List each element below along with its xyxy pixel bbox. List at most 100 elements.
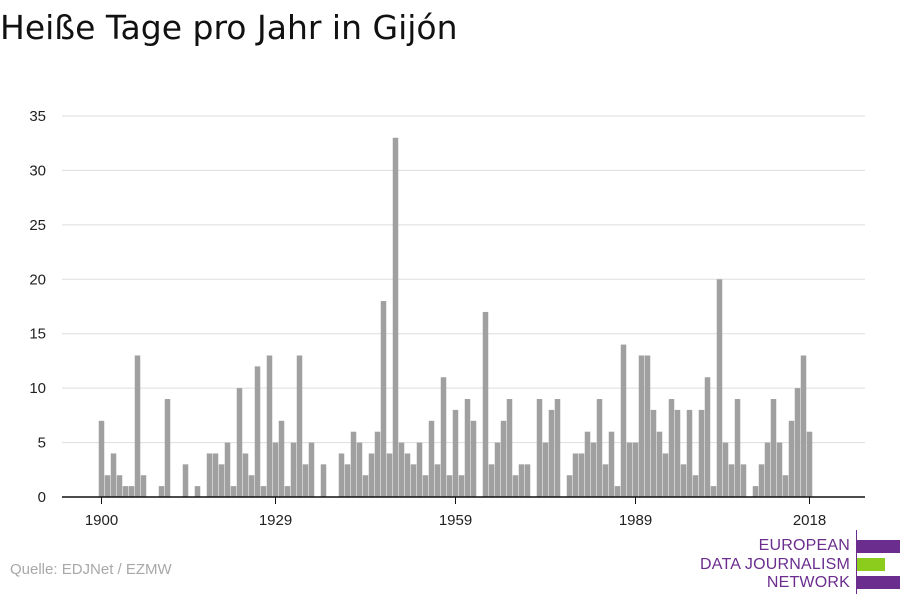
bar-1927[interactable] xyxy=(260,486,267,497)
bar-1937[interactable] xyxy=(320,464,327,497)
bar-2011[interactable] xyxy=(764,442,771,497)
bar-1990[interactable] xyxy=(638,355,645,497)
bar-1928[interactable] xyxy=(266,355,273,497)
bar-1942[interactable] xyxy=(350,431,357,497)
bar-2015[interactable] xyxy=(788,420,795,497)
bar-1947[interactable] xyxy=(380,301,387,497)
bar-2010[interactable] xyxy=(758,464,765,497)
bar-1949[interactable] xyxy=(392,137,399,497)
bar-1924[interactable] xyxy=(242,453,249,497)
bar-1986[interactable] xyxy=(614,486,621,497)
bar-1923[interactable] xyxy=(236,388,243,497)
bar-1971[interactable] xyxy=(524,464,531,497)
bar-1987[interactable] xyxy=(620,344,627,497)
bar-1903[interactable] xyxy=(116,475,123,497)
bar-2000[interactable] xyxy=(698,409,705,497)
bar-1920[interactable] xyxy=(218,464,225,497)
bar-1989[interactable] xyxy=(632,442,639,497)
bar-1918[interactable] xyxy=(206,453,213,497)
bar-1921[interactable] xyxy=(224,442,231,497)
bar-1957[interactable] xyxy=(440,377,447,497)
bar-2016[interactable] xyxy=(794,388,801,497)
bar-1984[interactable] xyxy=(602,464,609,497)
bar-1902[interactable] xyxy=(110,453,117,497)
bar-1948[interactable] xyxy=(386,453,393,497)
bar-2017[interactable] xyxy=(800,355,807,497)
bar-1996[interactable] xyxy=(674,409,681,497)
bar-1956[interactable] xyxy=(434,464,441,497)
bar-1941[interactable] xyxy=(344,464,351,497)
bar-1983[interactable] xyxy=(596,399,603,497)
bar-2007[interactable] xyxy=(740,464,747,497)
bar-2012[interactable] xyxy=(770,399,777,497)
bar-1959[interactable] xyxy=(452,409,459,497)
bar-1988[interactable] xyxy=(626,442,633,497)
bar-1900[interactable] xyxy=(98,420,105,497)
bar-1930[interactable] xyxy=(278,420,285,497)
bar-1962[interactable] xyxy=(470,420,477,497)
bar-1974[interactable] xyxy=(542,442,549,497)
bar-1967[interactable] xyxy=(500,420,507,497)
bar-1985[interactable] xyxy=(608,431,615,497)
bar-2006[interactable] xyxy=(734,399,741,497)
bar-1955[interactable] xyxy=(428,420,435,497)
bar-1906[interactable] xyxy=(134,355,141,497)
bar-1935[interactable] xyxy=(308,442,315,497)
bar-1999[interactable] xyxy=(692,475,699,497)
bar-2014[interactable] xyxy=(782,475,789,497)
bar-1931[interactable] xyxy=(284,486,291,497)
bar-1907[interactable] xyxy=(140,475,147,497)
bar-2018[interactable] xyxy=(806,431,813,497)
bar-2013[interactable] xyxy=(776,442,783,497)
bar-1914[interactable] xyxy=(182,464,189,497)
bar-1919[interactable] xyxy=(212,453,219,497)
bar-1968[interactable] xyxy=(506,399,513,497)
bar-1910[interactable] xyxy=(158,486,165,497)
bar-2005[interactable] xyxy=(728,464,735,497)
bar-1952[interactable] xyxy=(410,464,417,497)
bar-1981[interactable] xyxy=(584,431,591,497)
bar-1925[interactable] xyxy=(248,475,255,497)
bar-2002[interactable] xyxy=(710,486,717,497)
bar-1969[interactable] xyxy=(512,475,519,497)
bar-1991[interactable] xyxy=(644,355,651,497)
bar-2001[interactable] xyxy=(704,377,711,497)
bar-1992[interactable] xyxy=(650,409,657,497)
bar-1944[interactable] xyxy=(362,475,369,497)
bar-1911[interactable] xyxy=(164,399,171,497)
bar-1979[interactable] xyxy=(572,453,579,497)
bar-1961[interactable] xyxy=(464,399,471,497)
bar-1953[interactable] xyxy=(416,442,423,497)
bar-1997[interactable] xyxy=(680,464,687,497)
bar-1950[interactable] xyxy=(398,442,405,497)
bar-1916[interactable] xyxy=(194,486,201,497)
bar-1982[interactable] xyxy=(590,442,597,497)
bar-1976[interactable] xyxy=(554,399,561,497)
bar-1966[interactable] xyxy=(494,442,501,497)
bar-2009[interactable] xyxy=(752,486,759,497)
bar-1901[interactable] xyxy=(104,475,111,497)
bar-1929[interactable] xyxy=(272,442,279,497)
bar-1933[interactable] xyxy=(296,355,303,497)
bar-1965[interactable] xyxy=(488,464,495,497)
bar-1954[interactable] xyxy=(422,475,429,497)
bar-1946[interactable] xyxy=(374,431,381,497)
bar-2003[interactable] xyxy=(716,279,723,497)
edjnet-logo[interactable]: EUROPEAN DATA JOURNALISM NETWORK xyxy=(700,530,900,594)
bar-1904[interactable] xyxy=(122,486,129,497)
bar-1975[interactable] xyxy=(548,409,555,497)
bar-1951[interactable] xyxy=(404,453,411,497)
bar-1958[interactable] xyxy=(446,475,453,497)
bar-1973[interactable] xyxy=(536,399,543,497)
bar-1995[interactable] xyxy=(668,399,675,497)
bar-1926[interactable] xyxy=(254,366,261,497)
bar-1905[interactable] xyxy=(128,486,135,497)
bar-1994[interactable] xyxy=(662,453,669,497)
bar-1980[interactable] xyxy=(578,453,585,497)
bar-1934[interactable] xyxy=(302,464,309,497)
bar-1964[interactable] xyxy=(482,311,489,497)
bar-1932[interactable] xyxy=(290,442,297,497)
bar-1940[interactable] xyxy=(338,453,345,497)
bar-1943[interactable] xyxy=(356,442,363,497)
bar-1993[interactable] xyxy=(656,431,663,497)
